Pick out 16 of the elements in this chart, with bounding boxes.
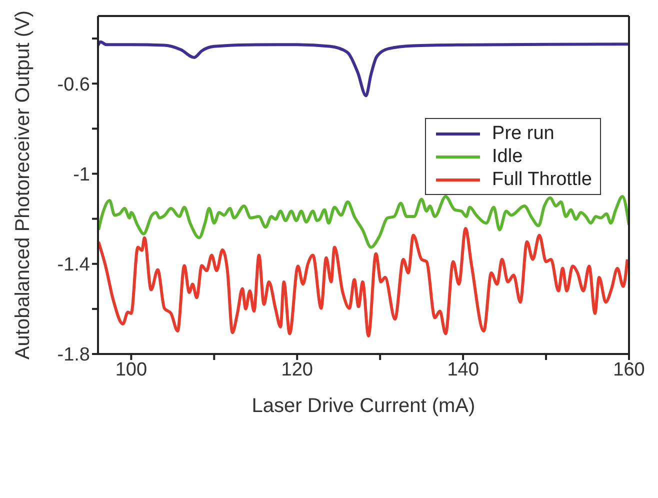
y-tick-label: -1 (73, 164, 90, 186)
x-axis-title: Laser Drive Current (mA) (252, 395, 476, 417)
y-tick-label: -0.6 (57, 74, 90, 96)
line-series (98, 194, 629, 249)
legend-label: Idle (492, 145, 523, 168)
legend-label: Full Throttle (492, 168, 592, 191)
line-series (98, 226, 629, 338)
x-tick-label: 100 (115, 359, 148, 380)
legend-label: Pre run (492, 122, 554, 145)
y-axis-title: Autobalanced Photoreceiver Output (V) (12, 10, 34, 360)
x-tick-label: 160 (613, 359, 645, 380)
y-tick-label: -1.4 (57, 254, 90, 276)
x-tick-label: 140 (447, 359, 479, 380)
line-series (98, 40, 629, 98)
y-tick-label: -1.8 (57, 344, 90, 366)
x-tick-label: 120 (281, 359, 313, 380)
